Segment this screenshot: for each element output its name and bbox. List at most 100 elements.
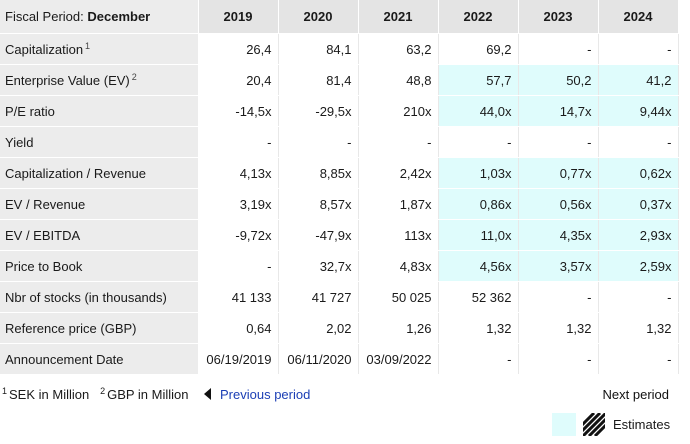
row-label: Capitalization / Revenue xyxy=(5,165,146,181)
value-cell: 2,59x xyxy=(598,250,679,282)
footnote-2-text: GBP in Million xyxy=(107,387,189,402)
table-row: Capitalization 1 26,4 84,1 63,2 69,2- - xyxy=(0,33,679,65)
value-cell: 69,2 xyxy=(438,33,519,65)
value-cell: 0,86x xyxy=(438,188,519,220)
value-cell: 0,64 xyxy=(198,312,279,344)
value-cell: - xyxy=(358,126,439,158)
table-row: Reference price (GBP) 0,64 2,02 1,26 1,32 1,3… xyxy=(0,312,679,344)
footnote-1-text: SEK in Million xyxy=(9,387,90,402)
row-label: Reference price (GBP) xyxy=(5,320,137,336)
value-cell: - xyxy=(198,126,279,158)
year-header: 2020 xyxy=(278,0,359,34)
value-cell: 48,8 xyxy=(358,64,439,96)
value-cell: 84,1 xyxy=(278,33,359,65)
value-cell: 4,56x xyxy=(438,250,519,282)
row-label-cell: Yield xyxy=(0,126,198,158)
value-cell: 11,0x xyxy=(438,219,519,251)
value-cell: 50 025 xyxy=(358,281,439,313)
valuation-table: Fiscal Period: December 2019 2020 2021 2… xyxy=(0,0,679,375)
value-cell: 8,57x xyxy=(278,188,359,220)
header-row: Fiscal Period: December 2019 2020 2021 2… xyxy=(0,0,679,34)
value-cell: 0,77x xyxy=(518,157,599,189)
value-cell: 1,32 xyxy=(518,312,599,344)
year-header: 2019 xyxy=(198,0,279,34)
row-label: Price to Book xyxy=(5,258,83,274)
value-cell: -9,72x xyxy=(198,219,279,251)
table-row: P/E ratio -14,5x -29,5x 210x 44,0x 14,7x 9,44x xyxy=(0,95,679,127)
value-cell: 1,32 xyxy=(438,312,519,344)
arrow-left-icon xyxy=(204,388,211,400)
table-footer: 1 SEK in Million 2 GBP in Million Previous… xyxy=(0,384,690,444)
value-cell: 3,57x xyxy=(518,250,599,282)
value-cell: 1,87x xyxy=(358,188,439,220)
year-header: 2021 xyxy=(358,0,439,34)
value-cell: 26,4 xyxy=(198,33,279,65)
value-cell: 41 727 xyxy=(278,281,359,313)
row-label-cell: P/E ratio xyxy=(0,95,198,127)
value-cell: 41,2 xyxy=(598,64,679,96)
row-label-cell: EV / EBITDA xyxy=(0,219,198,251)
previous-period-label: Previous period xyxy=(220,387,311,402)
value-cell: - xyxy=(518,126,599,158)
value-cell: 0,56x xyxy=(518,188,599,220)
year-header: 2022 xyxy=(438,0,519,34)
footnote-1-mark: 1 xyxy=(2,386,8,396)
value-cell: 63,2 xyxy=(358,33,439,65)
previous-period-link[interactable]: Previous period xyxy=(204,387,310,402)
value-cell: 14,7x xyxy=(518,95,599,127)
value-cell: 57,7 xyxy=(438,64,519,96)
value-cell: 2,93x xyxy=(598,219,679,251)
row-label-cell: Price to Book xyxy=(0,250,198,282)
value-cell: 2,02 xyxy=(278,312,359,344)
value-cell: 03/09/2022 xyxy=(358,343,439,375)
value-cell: 32,7x xyxy=(278,250,359,282)
value-cell: 8,85x xyxy=(278,157,359,189)
year-header: 2023 xyxy=(518,0,599,34)
table-row: Price to Book -32,7x 4,83x 4,56x 3,57x 2,59x xyxy=(0,250,679,282)
value-cell: -14,5x xyxy=(198,95,279,127)
value-cell: 0,62x xyxy=(598,157,679,189)
footnote-2-mark: 2 xyxy=(100,386,106,396)
value-cell: 06/19/2019 xyxy=(198,343,279,375)
row-label-cell: Capitalization / Revenue xyxy=(0,157,198,189)
value-cell: 4,35x xyxy=(518,219,599,251)
value-cell: 1,03x xyxy=(438,157,519,189)
value-cell: - xyxy=(598,343,679,375)
value-cell: - xyxy=(518,343,599,375)
next-period-link[interactable]: Next period xyxy=(603,387,669,402)
row-label-cell: EV / Revenue xyxy=(0,188,198,220)
row-label-cell: Enterprise Value (EV) 2 xyxy=(0,64,198,96)
value-cell: 210x xyxy=(358,95,439,127)
table-body: Capitalization 1 26,4 84,1 63,2 69,2- - Enterpr… xyxy=(0,33,679,375)
value-cell: 3,19x xyxy=(198,188,279,220)
fiscal-period-cell: Fiscal Period: December xyxy=(0,0,199,34)
value-cell: 1,32 xyxy=(598,312,679,344)
value-cell: -29,5x xyxy=(278,95,359,127)
hatch-pattern-icon xyxy=(583,413,605,436)
value-cell: - xyxy=(598,33,679,65)
value-cell: 44,0x xyxy=(438,95,519,127)
value-cell: - xyxy=(438,126,519,158)
value-cell: - xyxy=(198,250,279,282)
year-header: 2024 xyxy=(598,0,679,34)
row-label: Enterprise Value (EV) xyxy=(5,73,130,88)
value-cell: 4,13x xyxy=(198,157,279,189)
value-cell: - xyxy=(278,126,359,158)
value-cell: - xyxy=(598,126,679,158)
value-cell: - xyxy=(518,33,599,65)
row-footnote-mark: 1 xyxy=(85,41,91,51)
estimate-color-swatch xyxy=(552,413,576,436)
value-cell: 81,4 xyxy=(278,64,359,96)
row-label: Yield xyxy=(5,134,34,150)
value-cell: 52 362 xyxy=(438,281,519,313)
row-footnote-mark: 2 xyxy=(131,72,137,82)
value-cell: 06/11/2020 xyxy=(278,343,359,375)
value-cell: 0,37x xyxy=(598,188,679,220)
value-cell: 1,26 xyxy=(358,312,439,344)
next-period-label: Next period xyxy=(602,387,669,402)
value-cell: 41 133 xyxy=(198,281,279,313)
table-row: Capitalization / Revenue 4,13x 8,85x 2,42x 1… xyxy=(0,157,679,189)
table-row: Announcement Date 06/19/2019 06/11/2020 03/… xyxy=(0,343,679,375)
value-cell: 9,44x xyxy=(598,95,679,127)
